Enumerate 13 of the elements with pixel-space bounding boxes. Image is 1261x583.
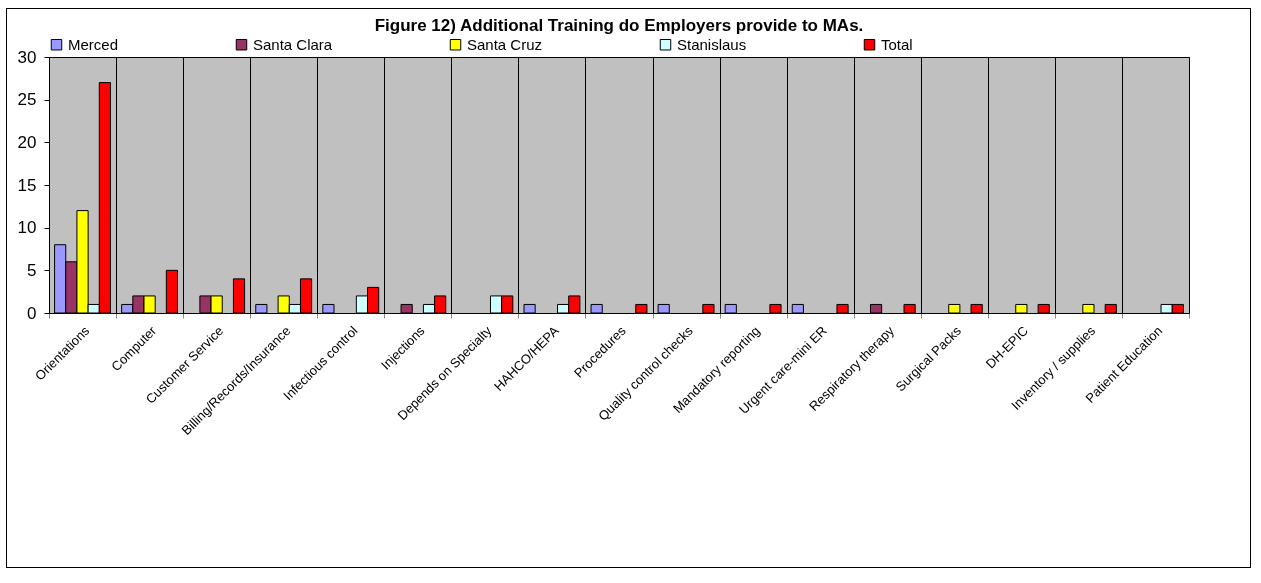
legend-label: Santa Clara (253, 35, 333, 53)
chart-title: Figure 12) Additional Training do Employers provide to MAs. (374, 16, 864, 35)
legend-label: Santa Cruz (467, 35, 543, 53)
y-tick-label: 30 (17, 47, 37, 67)
y-tick-label: 25 (17, 90, 37, 110)
y-tick-label: 0 (27, 303, 37, 323)
legend-label: Total (881, 35, 913, 53)
y-tick-label: 10 (17, 218, 37, 238)
legend-label: Stanislaus (677, 35, 747, 53)
y-tick-label: 15 (17, 175, 37, 195)
legend-label: Merced (68, 35, 119, 53)
y-tick-label: 5 (27, 260, 37, 280)
y-tick-label: 20 (17, 132, 37, 152)
